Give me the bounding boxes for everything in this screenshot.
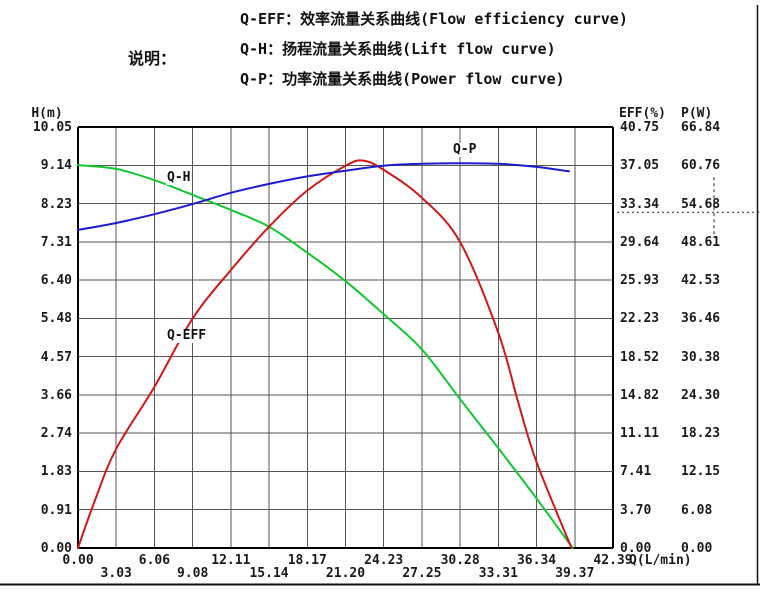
x-tick: 33.31 xyxy=(478,566,518,581)
y-right-p-tick: 42.53 xyxy=(681,273,721,289)
x-tick: 21.20 xyxy=(325,566,366,581)
y-right-p-tick: 48.61 xyxy=(681,234,721,250)
y-left-tick: 7.31 xyxy=(40,234,72,250)
x-tick: 9.08 xyxy=(176,566,209,581)
y-right-eff-tick: 11.11 xyxy=(620,426,660,442)
y-right-eff-tick: 33.34 xyxy=(620,196,660,212)
x-tick: 15.14 xyxy=(249,566,289,581)
y-right-p-tick: 24.30 xyxy=(681,387,721,403)
legend-item-q-eff: Q-EFF：效率流量关系曲线(Flow efficiency curve) xyxy=(240,10,628,28)
y-right-eff-tick: 7.41 xyxy=(620,464,652,480)
x-tick: 6.06 xyxy=(138,553,171,568)
y-right-p-tick: 18.23 xyxy=(681,426,721,442)
y-right-p-tick: 60.76 xyxy=(681,158,721,174)
y-left-tick: 5.48 xyxy=(40,311,72,327)
x-tick: 30.28 xyxy=(440,553,480,568)
y-left-tick: 2.74 xyxy=(40,426,72,442)
x-tick: 18.17 xyxy=(287,553,327,568)
curve-label-q-p: Q-P xyxy=(452,142,478,157)
y-right-p-tick: 0.00 xyxy=(681,541,713,556)
x-tick: 24.23 xyxy=(364,553,404,568)
y-right-p-tick: 36.46 xyxy=(681,311,721,327)
y-right-p-tick: 6.08 xyxy=(681,502,713,518)
legend-item-q-p: Q-P：功率流量关系曲线(Power flow curve) xyxy=(240,70,565,88)
y-left-tick: 4.57 xyxy=(40,349,72,365)
legend-title: 说明： xyxy=(128,49,177,68)
y-axis-right-p-title: P(W) xyxy=(681,106,713,121)
y-right-p-tick: 30.38 xyxy=(681,349,721,365)
y-left-tick: 9.14 xyxy=(40,158,72,174)
y-right-eff-tick: 3.70 xyxy=(620,502,652,518)
y-right-p-tick: 66.84 xyxy=(681,120,721,135)
y-right-p-tick: 12.15 xyxy=(681,464,721,480)
legend-item-q-h: Q-H：扬程流量关系曲线(Lift flow curve) xyxy=(240,40,556,58)
curve-q-eff xyxy=(77,159,573,549)
y-right-eff-tick: 25.93 xyxy=(620,273,660,289)
x-tick: 0.00 xyxy=(62,553,94,568)
x-tick: 39.37 xyxy=(555,566,595,581)
y-right-eff-tick: 0.00 xyxy=(620,541,652,556)
y-right-eff-tick: 40.75 xyxy=(620,120,660,135)
y-left-tick: 8.23 xyxy=(40,196,72,212)
y-right-eff-tick: 29.64 xyxy=(620,234,660,250)
x-tick: 36.34 xyxy=(516,553,557,568)
y-right-p-tick: 54.68 xyxy=(681,196,721,212)
curve-q-h xyxy=(77,164,574,549)
y-left-tick: 0.91 xyxy=(40,502,72,518)
y-right-eff-tick: 14.82 xyxy=(620,387,660,403)
curve-q-p xyxy=(77,162,570,231)
y-left-tick: 10.05 xyxy=(32,120,72,135)
curve-label-q-h: Q-H xyxy=(166,170,192,185)
y-axis-left-title: H(m) xyxy=(31,106,63,121)
y-right-eff-tick: 18.52 xyxy=(620,349,660,365)
x-axis-title: Q(L/min) xyxy=(629,553,692,568)
curve-label-q-eff: Q-EFF xyxy=(166,328,208,343)
x-tick: 3.03 xyxy=(100,566,132,581)
y-left-tick: 0.00 xyxy=(40,541,72,556)
y-right-eff-tick: 22.23 xyxy=(620,311,660,327)
y-left-tick: 6.40 xyxy=(40,273,72,289)
y-left-tick: 3.66 xyxy=(40,387,72,403)
y-right-eff-tick: 37.05 xyxy=(620,158,660,174)
x-tick: 12.11 xyxy=(211,553,251,568)
x-tick: 42.39 xyxy=(593,553,633,568)
y-axis-right-eff-title: EFF(%) xyxy=(619,106,666,121)
x-tick: 27.25 xyxy=(402,566,442,581)
y-left-tick: 1.83 xyxy=(40,464,72,480)
